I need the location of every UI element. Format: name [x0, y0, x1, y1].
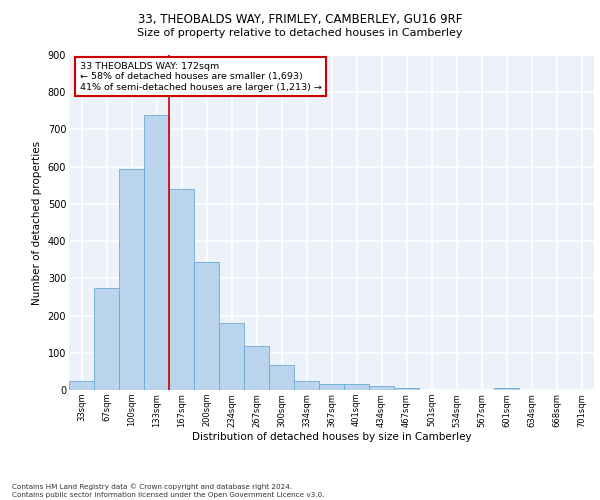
Bar	[144, 114, 169, 390]
Bar	[269, 364, 294, 390]
X-axis label: Distribution of detached houses by size in Camberley: Distribution of detached houses by size …	[191, 432, 472, 442]
Bar	[119, 168, 144, 390]
Bar	[494, 388, 519, 390]
Bar	[319, 384, 344, 390]
Bar	[394, 388, 419, 390]
Bar	[94, 288, 119, 390]
Bar	[69, 380, 94, 390]
Bar	[169, 189, 194, 390]
Text: Contains HM Land Registry data © Crown copyright and database right 2024.
Contai: Contains HM Land Registry data © Crown c…	[12, 484, 325, 498]
Text: Size of property relative to detached houses in Camberley: Size of property relative to detached ho…	[137, 28, 463, 38]
Y-axis label: Number of detached properties: Number of detached properties	[32, 140, 42, 304]
Bar	[244, 346, 269, 390]
Bar	[294, 380, 319, 390]
Text: 33 THEOBALDS WAY: 172sqm
← 58% of detached houses are smaller (1,693)
41% of sem: 33 THEOBALDS WAY: 172sqm ← 58% of detach…	[79, 62, 322, 92]
Bar	[344, 384, 369, 390]
Bar	[219, 323, 244, 390]
Bar	[369, 386, 394, 390]
Text: 33, THEOBALDS WAY, FRIMLEY, CAMBERLEY, GU16 9RF: 33, THEOBALDS WAY, FRIMLEY, CAMBERLEY, G…	[138, 12, 462, 26]
Bar	[194, 262, 219, 390]
